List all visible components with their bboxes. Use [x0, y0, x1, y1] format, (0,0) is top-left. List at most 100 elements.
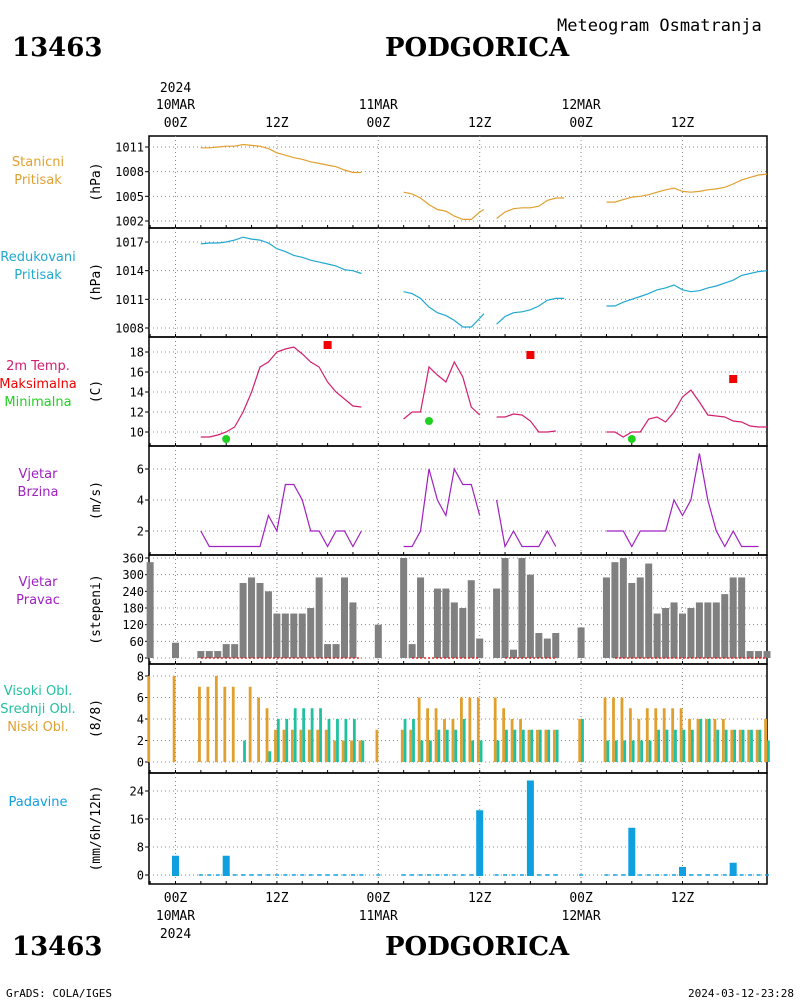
panel-precipitation: 0 8 16 24 (mm/6h/12h) Padavine	[9, 772, 769, 885]
wind-direction-bar	[256, 583, 264, 658]
top-hour-label: 12Z	[265, 116, 289, 131]
series-line	[200, 236, 362, 275]
tmin-marker	[425, 417, 433, 425]
low-cloud-bar	[426, 708, 429, 762]
y-tick-label: 1002	[115, 215, 144, 229]
wind-direction-bar	[239, 583, 247, 658]
top-year-label: 2024	[160, 81, 191, 96]
wind-direction-bar	[408, 644, 416, 658]
series-line	[200, 483, 362, 548]
panel-wind_speed: 2 4 6 (m/s) Vjetar Brzina	[18, 445, 768, 556]
wind-direction-bar	[619, 558, 627, 658]
high-cloud-bar	[648, 740, 652, 762]
panel-frame	[148, 772, 768, 885]
wind-direction-bar	[712, 602, 720, 658]
y-tick-label: 16	[130, 813, 144, 827]
low-cloud-bar	[231, 686, 235, 762]
y-tick-label: 1008	[115, 322, 144, 336]
low-cloud-bar	[705, 719, 708, 762]
y-tick-label: 1014	[115, 264, 144, 278]
bottom-date-label: 10MAR	[156, 909, 195, 924]
wind-direction-bar	[400, 558, 408, 658]
high-cloud-bar	[454, 729, 458, 762]
low-cloud-bar	[476, 697, 480, 762]
high-cloud-bar	[521, 729, 525, 762]
y-tick-label: 2	[137, 525, 144, 539]
low-cloud-bar	[671, 708, 675, 762]
wind-direction-bar	[349, 602, 357, 658]
y-tick-label: 2	[137, 734, 144, 748]
top-hour-label: 00Z	[164, 116, 188, 131]
wind-direction-bar	[231, 644, 239, 658]
y-tick-label: 1005	[115, 190, 144, 204]
top-date-label: 12MAR	[562, 98, 601, 113]
low-cloud-bar	[206, 686, 210, 762]
y-tick-label: 6	[137, 691, 144, 705]
wind-direction-bar	[636, 577, 644, 658]
wind-direction-bar	[602, 577, 610, 658]
low-cloud-bar	[434, 708, 438, 762]
high-cloud-bar	[479, 740, 483, 762]
wind-direction-bar	[214, 651, 222, 658]
panel-label: Niski Obl.	[7, 720, 69, 735]
wind-direction-bar	[526, 574, 534, 658]
low-cloud-bar	[248, 686, 252, 762]
y-axis-unit: (mm/6h/12h)	[89, 785, 104, 871]
high-cloud-bar	[547, 729, 551, 762]
low-cloud-bar	[350, 740, 353, 762]
top-date-label: 11MAR	[359, 98, 398, 113]
bottom-date-label: 12MAR	[562, 909, 601, 924]
high-cloud-bar	[741, 729, 745, 762]
panels-layer: 1002100510081011(hPa)StanicniPritisak100…	[0, 135, 771, 885]
low-cloud-bar	[696, 719, 700, 762]
station-name-top: PODGORICA	[385, 33, 570, 63]
high-cloud-bar	[699, 719, 703, 762]
wind-direction-bar	[535, 633, 543, 658]
wind-direction-bar	[679, 613, 686, 658]
low-cloud-bar	[738, 729, 742, 762]
wind-direction-bar	[332, 644, 340, 658]
precip-bar	[476, 810, 484, 876]
low-cloud-bar	[316, 729, 320, 762]
low-cloud-bar	[519, 719, 522, 762]
high-cloud-bar	[665, 729, 669, 762]
low-cloud-bar	[747, 729, 751, 762]
y-tick-label: 16	[130, 366, 144, 380]
low-cloud-bar	[223, 686, 227, 762]
low-cloud-bar	[493, 697, 497, 762]
wind-direction-bar	[695, 602, 703, 658]
y-tick-label: 360	[122, 552, 144, 566]
low-cloud-bar	[460, 697, 463, 762]
high-cloud-bar	[276, 719, 280, 762]
y-tick-label: 300	[122, 568, 144, 582]
wind-direction-bar	[493, 588, 501, 658]
low-cloud-bar	[629, 708, 632, 762]
wind-direction-bar	[197, 651, 205, 658]
high-cloud-bar	[429, 740, 432, 762]
series-line	[496, 297, 565, 325]
precip-bar	[222, 855, 230, 876]
wind-direction-bar	[298, 613, 306, 658]
wind-direction-bar	[315, 577, 323, 658]
high-cloud-bar	[707, 719, 711, 762]
tmin-marker	[222, 435, 231, 443]
low-cloud-bar	[603, 697, 607, 762]
footer-timestamp: 2024-03-12-23:28	[688, 987, 794, 1000]
wind-direction-bar	[518, 558, 526, 658]
low-cloud-bar	[713, 719, 717, 762]
high-cloud-bar	[268, 751, 272, 762]
high-cloud-bar	[319, 708, 322, 762]
high-cloud-bar	[733, 729, 736, 762]
high-cloud-bar	[302, 708, 306, 762]
wind-direction-bar	[687, 608, 695, 658]
bottom-date-label: 11MAR	[359, 909, 398, 924]
y-tick-label: 12	[130, 406, 144, 420]
wind-direction-bar	[273, 613, 281, 658]
wind-direction-bar	[467, 580, 475, 658]
high-cloud-bar	[285, 719, 289, 762]
wind-direction-bar	[653, 613, 661, 658]
series-line	[606, 173, 768, 203]
wind-direction-bar	[611, 562, 619, 658]
low-cloud-bar	[679, 708, 683, 762]
